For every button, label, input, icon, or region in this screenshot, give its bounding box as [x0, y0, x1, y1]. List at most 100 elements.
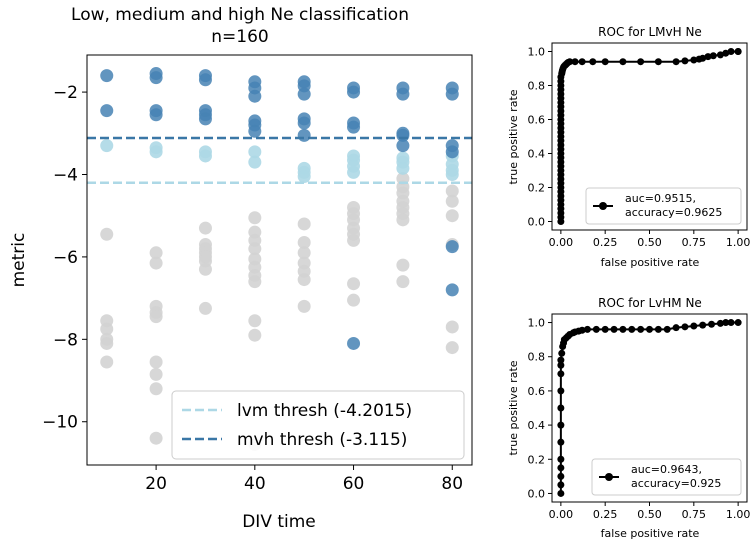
roc1-roc-point	[722, 49, 730, 57]
roc1-x-tick-label: 1.00	[726, 236, 751, 249]
roc2-curve	[557, 319, 742, 497]
high-point	[149, 71, 163, 85]
roc2-roc-point	[558, 349, 566, 357]
main-y-tick-label: −10	[42, 413, 78, 433]
roc1-roc-point	[704, 53, 712, 61]
roc2-roc-point	[557, 421, 565, 429]
low-point	[347, 293, 361, 307]
roc1-y-tick-label: 0.2	[528, 182, 546, 195]
main-y-axis-label: metric	[9, 233, 29, 288]
roc2-y-tick-label: 0.8	[528, 351, 546, 364]
low-point	[248, 314, 262, 328]
roc2-roc-point	[727, 319, 735, 327]
low-point	[396, 275, 410, 289]
low-point	[248, 242, 262, 256]
roc2-roc-point	[610, 325, 618, 333]
roc2-roc-point	[557, 361, 565, 369]
roc1-x-tick-label: 0.00	[549, 236, 574, 249]
roc1-legend-line-1: auc=0.9515,	[625, 192, 696, 205]
main-chart-title: Low, medium and high Ne classification	[71, 5, 409, 25]
low-point	[396, 258, 410, 272]
roc2-roc-point	[601, 325, 609, 333]
roc1-roc-point	[566, 58, 574, 66]
roc2-roc-point	[628, 325, 636, 333]
high-point	[297, 128, 311, 142]
roc2-roc-point	[716, 319, 724, 327]
high-point	[248, 124, 262, 138]
medium-point	[445, 167, 459, 181]
roc2-x-ticks: 0.00 0.25 0.50 0.75 1.00	[549, 502, 751, 521]
low-point	[149, 246, 163, 260]
roc2-y-tick-label: 0.2	[528, 453, 546, 466]
roc-lmvh-chart: ROC for LMvH Ne 0.00 0.25 0.50 0.75 1.00 0.0…	[507, 25, 750, 269]
roc2-y-tick-label: 0.0	[528, 487, 546, 500]
main-x-tick-label: 40	[244, 474, 266, 494]
roc2-roc-point	[637, 325, 645, 333]
roc1-roc-point	[654, 58, 662, 66]
roc2-x-tick-label: 0.75	[682, 508, 707, 521]
high-point	[396, 87, 410, 101]
high-point	[248, 89, 262, 103]
roc1-roc-point	[709, 52, 717, 60]
roc2-roc-point	[592, 325, 600, 333]
roc1-y-tick-label: 0.8	[528, 80, 546, 93]
low-point	[198, 221, 212, 235]
roc2-roc-point	[646, 325, 653, 333]
roc2-roc-point	[578, 326, 586, 334]
roc2-roc-point	[681, 323, 689, 331]
roc2-roc-point	[672, 324, 680, 332]
roc2-x-tick-label: 0.50	[637, 508, 662, 521]
low-point	[445, 320, 459, 334]
roc2-roc-point	[722, 319, 730, 327]
high-point	[445, 145, 459, 159]
low-point	[100, 227, 114, 241]
roc1-roc-point	[734, 48, 742, 55]
roc1-legend-marker	[599, 202, 607, 210]
low-point	[297, 217, 311, 231]
low-point	[149, 256, 163, 270]
roc2-roc-point	[557, 370, 565, 378]
low-point	[445, 341, 459, 355]
high-point	[445, 87, 459, 101]
medium-point	[149, 145, 163, 159]
high-point	[198, 73, 212, 87]
roc1-roc-point	[716, 51, 724, 59]
roc1-roc-point	[601, 58, 609, 66]
roc1-roc-point	[727, 48, 735, 55]
high-point	[100, 69, 114, 83]
roc1-x-ticks: 0.00 0.25 0.50 0.75 1.00	[549, 230, 751, 249]
roc2-title: ROC for LvHM Ne	[598, 296, 702, 310]
roc2-roc-point	[708, 320, 716, 328]
low-point	[248, 275, 262, 289]
roc1-curve	[557, 48, 742, 225]
high-point	[297, 87, 311, 101]
roc2-roc-point	[557, 472, 565, 480]
high-point	[396, 139, 410, 153]
roc2-y-tick-label: 0.4	[528, 419, 546, 432]
low-point	[149, 431, 163, 445]
low-point	[149, 310, 163, 324]
low-point	[149, 382, 163, 396]
low-point	[149, 367, 163, 381]
roc1-roc-point	[672, 58, 680, 66]
roc2-x-axis-label: false positive rate	[601, 527, 700, 540]
roc2-roc-point	[557, 489, 565, 497]
medium-point	[248, 155, 262, 169]
low-point	[297, 246, 311, 260]
low-point	[347, 277, 361, 291]
roc1-legend-box	[585, 187, 742, 225]
roc1-roc-point	[619, 58, 627, 66]
main-plot-frame	[86, 54, 473, 466]
main-x-ticks: 20 40 60 80	[145, 465, 463, 494]
low-point	[100, 322, 114, 336]
roc2-x-tick-label: 1.00	[726, 508, 751, 521]
roc1-y-tick-label: 0.4	[528, 148, 546, 161]
roc2-y-ticks: 0.0 0.2 0.4 0.6 0.8 1.0	[528, 317, 552, 500]
main-x-tick-label: 80	[441, 474, 463, 494]
main-y-tick-label: −2	[53, 83, 78, 103]
high-point	[297, 116, 311, 130]
roc2-roc-point	[557, 464, 565, 472]
medium-point	[396, 161, 410, 175]
high-point	[347, 85, 361, 99]
